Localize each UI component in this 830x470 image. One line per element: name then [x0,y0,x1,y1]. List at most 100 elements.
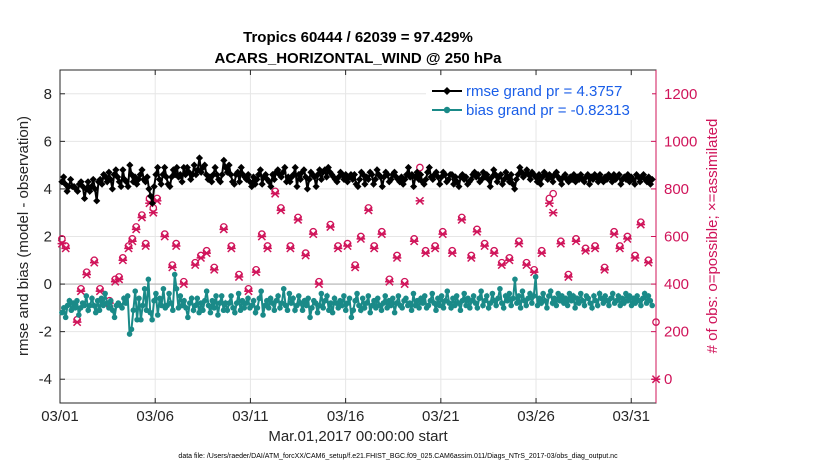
bias-marker [647,297,654,304]
bias-marker [89,295,95,302]
rmse-marker [511,185,519,193]
y-axis-right-label: # of obs: o=possible; ×=assimilated [704,119,721,354]
rmse-marker [436,180,444,188]
rmse-marker [648,175,656,184]
bias-marker [352,297,358,304]
bias-marker [181,297,187,304]
rmse-marker [307,168,315,176]
bias-marker [416,305,422,311]
bias-marker [209,297,216,304]
bias-marker [639,295,646,302]
bias-marker [356,302,362,309]
y-right-tick-label: 800 [664,181,689,198]
rmse-marker [117,182,125,191]
rmse-marker [410,182,418,191]
x-tick-label: 03/11 [232,408,268,425]
rmse-marker [504,173,512,181]
rmse-marker [491,171,500,179]
bias-marker [224,307,231,314]
bias-marker [606,302,612,309]
bias-marker [500,305,507,311]
rmse-marker [208,178,216,186]
bias-marker [290,295,296,302]
bias-marker [547,288,554,295]
bias-marker [542,297,548,304]
bias-marker [177,293,184,299]
assimilated-obs-marker [263,244,272,253]
rmse-marker [148,199,157,207]
bias-marker [76,312,82,318]
assimilated-obs-marker [438,229,448,239]
rmse-marker [298,168,306,176]
bias-marker [170,307,176,314]
bias-marker [378,307,385,314]
rmse-marker [476,178,484,186]
rmse-marker [230,180,238,188]
assimilated-obs-marker [128,237,137,246]
assimilated-obs-marker [369,244,379,253]
rmse-marker [157,180,165,188]
x-axis-label: Mar.01,2017 00:00:00 start [268,428,448,445]
x-tick-label: 03/31 [612,408,650,425]
rmse-marker [93,197,101,205]
bias-marker [380,300,387,306]
bias-marker [107,297,114,304]
rmse-marker [603,175,611,184]
assimilated-obs-marker [72,317,82,327]
bias-marker [168,300,174,306]
bias-marker [183,305,189,311]
bias-marker [173,286,180,292]
bias-marker [314,309,321,316]
assimilated-obs-marker [409,237,419,246]
bias-marker [273,297,280,304]
rmse-marker [573,173,581,181]
assimilated-obs-marker [600,265,609,274]
bias-marker [363,300,370,306]
rmse-marker [554,173,562,181]
rmse-marker [455,182,463,191]
legend-rmse-marker [443,87,451,95]
assimilated-obs-marker [293,215,303,224]
y-right-tick-label: 0 [664,371,672,388]
bias-marker [318,290,325,297]
rmse-marker [394,175,402,184]
assimilated-obs-marker [333,244,343,253]
possible-obs-marker [58,235,66,243]
assimilated-obs-marker [377,229,387,239]
bias-marker [254,305,261,311]
bias-marker [602,293,608,299]
bias-marker [577,290,584,297]
bias-marker [433,307,439,314]
bias-marker [265,305,272,311]
bias-marker [592,297,599,304]
bias-marker [489,290,496,297]
rmse-marker [641,175,649,184]
rmse-marker [444,175,453,184]
rmse-marker [237,163,245,172]
bias-marker [267,295,274,302]
bias-marker [342,307,349,314]
possible-obs-marker [545,194,554,203]
rmse-marker [392,173,400,181]
x-tick-label: 03/01 [41,408,79,425]
bias-marker [461,290,468,297]
bias-marker [154,312,161,318]
bias-marker [406,300,413,306]
bias-marker [192,302,199,309]
assimilated-obs-marker [114,275,124,284]
assimilated-obs-marker [326,222,335,232]
rmse-marker [60,173,68,181]
rmse-marker [296,175,305,184]
rmse-marker [486,182,494,191]
rmse-marker [91,185,99,193]
rmse-marker [497,171,505,179]
rmse-marker [387,175,395,184]
bias-marker [327,300,334,306]
rmse-marker [615,171,623,179]
rmse-marker [300,166,308,174]
bias-marker [508,302,514,309]
bias-marker [498,300,505,306]
assimilated-obs-marker [556,239,566,248]
rmse-marker [441,171,449,179]
bias-marker [587,300,593,306]
